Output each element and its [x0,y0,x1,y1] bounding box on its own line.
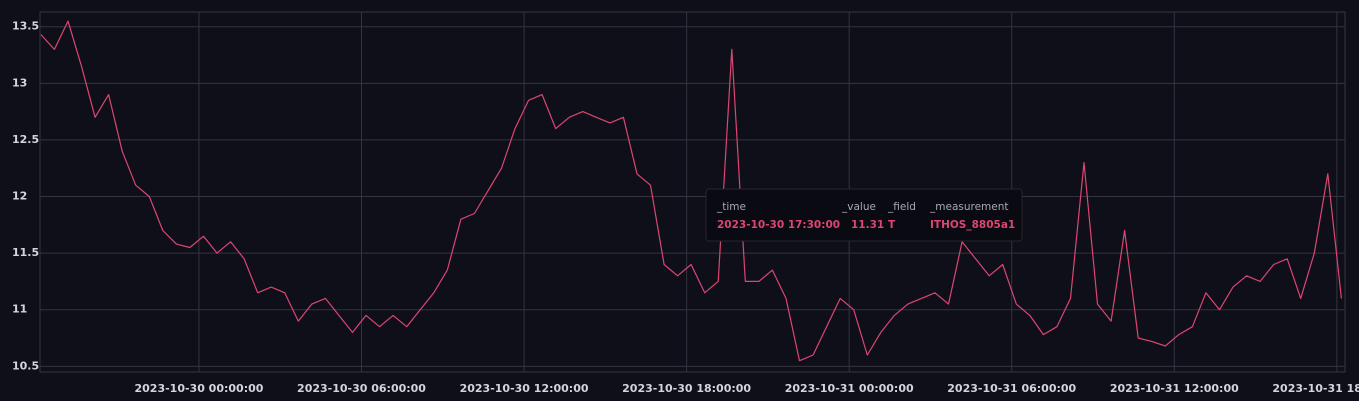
y-tick-label: 11 [12,303,27,316]
x-tick-label: 2023-10-30 06:00:00 [297,382,426,395]
tooltip-value: 2023-10-30 17:30:00 [717,219,840,231]
x-tick-label: 2023-10-31 12:00:00 [1110,382,1239,395]
x-tick-label: 2023-10-30 12:00:00 [460,382,589,395]
x-tick-label: 2023-10-31 06:00:00 [947,382,1076,395]
tooltip-value: 11.31 [851,219,884,231]
tooltip-header: _field [887,201,916,213]
x-tick-label: 2023-10-31 18:00:00 [1272,382,1359,395]
plot-frame [39,11,1346,373]
y-tick-label: 12 [12,190,27,203]
y-tick-label: 12.5 [12,133,39,146]
tooltip-value: ITHOS_8805a1 [930,219,1015,231]
tooltip-header: _measurement [929,201,1009,213]
y-tick-label: 10.5 [12,359,39,372]
y-tick-label: 13.5 [12,20,39,33]
x-tick-label: 2023-10-31 00:00:00 [785,382,914,395]
tooltip-value: T [888,219,896,231]
x-tick-label: 2023-10-30 18:00:00 [622,382,751,395]
tooltip-header: _time [716,201,746,213]
y-tick-label: 13 [12,76,27,89]
data-line [40,20,1342,362]
tooltip-box [705,188,1023,242]
x-tick-label: 2023-10-30 00:00:00 [134,382,263,395]
y-tick-label: 11.5 [12,246,39,259]
tooltip-header: _value [841,201,876,213]
